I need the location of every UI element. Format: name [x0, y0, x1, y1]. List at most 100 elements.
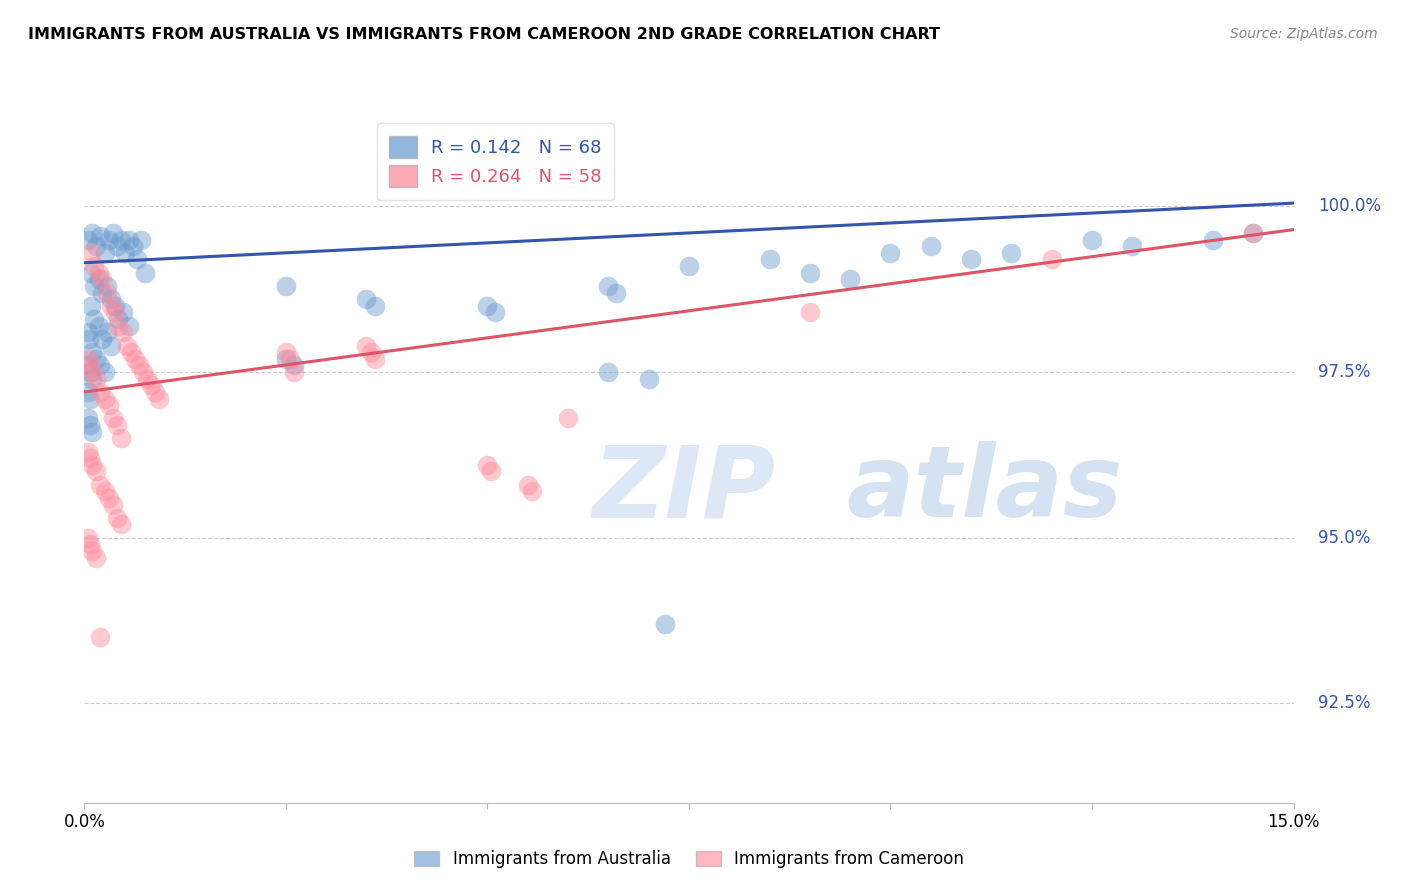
Point: [356, 338, 378, 352]
Point: [96, 285, 118, 300]
Point: [105, 239, 128, 253]
Point: [79, 451, 101, 466]
Point: [129, 233, 152, 247]
Point: [80, 266, 103, 280]
Point: [101, 498, 124, 512]
Point: [115, 338, 138, 352]
Point: [274, 351, 297, 366]
Point: [105, 511, 128, 525]
Point: [143, 384, 166, 399]
Point: [1202, 233, 1225, 247]
Point: [82, 458, 104, 472]
Point: [148, 392, 170, 406]
Point: [125, 252, 148, 267]
Point: [283, 359, 305, 373]
Point: [1121, 239, 1143, 253]
Legend: Immigrants from Australia, Immigrants from Cameroon: Immigrants from Australia, Immigrants fr…: [408, 844, 970, 875]
Point: [86, 550, 108, 565]
Point: [363, 299, 385, 313]
Point: [91, 285, 114, 300]
Point: [124, 351, 146, 366]
Point: [93, 365, 115, 379]
Point: [799, 305, 821, 319]
Point: [758, 252, 780, 267]
Point: [97, 233, 120, 247]
Point: [110, 233, 132, 247]
Point: [80, 245, 103, 260]
Point: [87, 272, 110, 286]
Point: [107, 318, 129, 333]
Text: 100.0%: 100.0%: [1317, 197, 1381, 216]
Point: [87, 266, 110, 280]
Point: [118, 233, 141, 247]
Point: [104, 299, 127, 313]
Point: [96, 279, 118, 293]
Point: [83, 279, 105, 293]
Point: [76, 411, 98, 425]
Point: [654, 616, 676, 631]
Point: [839, 272, 862, 286]
Point: [363, 351, 385, 366]
Point: [100, 299, 122, 313]
Text: 0.0%: 0.0%: [63, 813, 105, 830]
Point: [93, 484, 115, 499]
Point: [86, 239, 108, 253]
Point: [105, 418, 128, 433]
Point: [82, 345, 104, 359]
Point: [77, 332, 100, 346]
Point: [274, 279, 297, 293]
Point: [112, 305, 135, 319]
Point: [89, 229, 111, 244]
Point: [598, 365, 620, 379]
Text: 92.5%: 92.5%: [1317, 694, 1371, 713]
Point: [1081, 233, 1104, 247]
Point: [112, 326, 135, 340]
Point: [637, 372, 659, 386]
Point: [93, 392, 115, 406]
Text: 97.5%: 97.5%: [1317, 363, 1369, 381]
Point: [960, 252, 983, 267]
Point: [110, 517, 132, 532]
Point: [283, 365, 305, 379]
Text: IMMIGRANTS FROM AUSTRALIA VS IMMIGRANTS FROM CAMEROON 2ND GRADE CORRELATION CHAR: IMMIGRANTS FROM AUSTRALIA VS IMMIGRANTS …: [28, 27, 941, 42]
Point: [89, 477, 111, 491]
Point: [481, 465, 503, 479]
Point: [128, 359, 150, 373]
Point: [89, 384, 111, 399]
Point: [1040, 252, 1063, 267]
Point: [76, 531, 98, 545]
Point: [114, 245, 136, 260]
Point: [360, 345, 382, 359]
Point: [79, 392, 101, 406]
Text: atlas: atlas: [846, 442, 1122, 538]
Point: [799, 266, 821, 280]
Text: ZIP: ZIP: [592, 442, 775, 538]
Point: [121, 239, 143, 253]
Point: [107, 312, 129, 326]
Point: [920, 239, 942, 253]
Point: [91, 272, 114, 286]
Point: [91, 332, 114, 346]
Point: [86, 465, 108, 479]
Point: [274, 345, 297, 359]
Point: [1241, 226, 1264, 240]
Point: [605, 285, 627, 300]
Point: [89, 630, 111, 644]
Point: [557, 411, 579, 425]
Point: [477, 299, 499, 313]
Point: [83, 312, 105, 326]
Point: [120, 345, 142, 359]
Point: [96, 326, 118, 340]
Point: [97, 491, 120, 505]
Point: [110, 431, 132, 445]
Point: [79, 359, 101, 373]
Point: [82, 226, 104, 240]
Text: Source: ZipAtlas.com: Source: ZipAtlas.com: [1230, 27, 1378, 41]
Point: [87, 318, 110, 333]
Point: [82, 372, 104, 386]
Point: [76, 326, 98, 340]
Point: [879, 245, 901, 260]
Point: [1241, 226, 1264, 240]
Text: 15.0%: 15.0%: [1267, 813, 1320, 830]
Point: [141, 378, 163, 392]
